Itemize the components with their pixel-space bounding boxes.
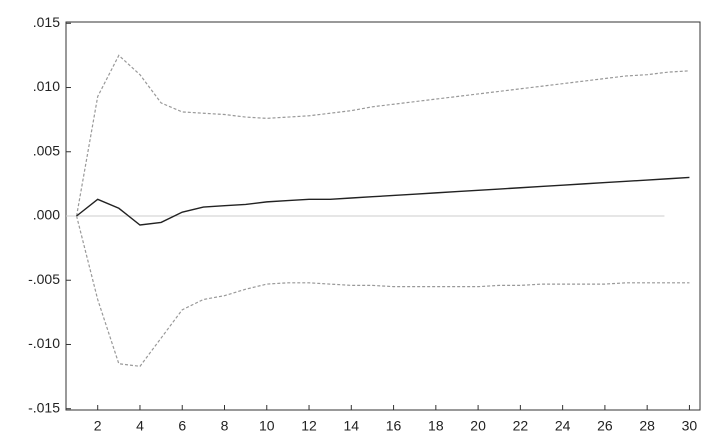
x-tick-label: 26: [597, 418, 613, 434]
y-tick-label: .010: [33, 78, 60, 94]
y-tick-label: .005: [33, 142, 60, 158]
x-tick-label: 8: [221, 418, 229, 434]
x-tick-label: 30: [682, 418, 698, 434]
x-tick-label: 14: [344, 418, 360, 434]
x-tick-label: 4: [136, 418, 144, 434]
y-tick-label: .000: [33, 207, 60, 223]
y-tick-label: .015: [33, 14, 60, 30]
x-tick-label: 10: [259, 418, 275, 434]
x-tick-label: 2: [94, 418, 102, 434]
series-line: [76, 176, 690, 226]
x-tick-label: 20: [470, 418, 486, 434]
series-line: [75, 215, 690, 367]
x-tick-label: 22: [513, 418, 529, 434]
y-tick-label: -.015: [28, 399, 60, 415]
x-tick-label: 24: [555, 418, 571, 434]
x-tick-label: 12: [301, 418, 317, 434]
series-line: [75, 54, 690, 217]
x-tick-label: 28: [639, 418, 655, 434]
y-tick-label: -.005: [28, 271, 60, 287]
x-tick-label: 16: [386, 418, 402, 434]
y-tick-label: -.010: [28, 335, 60, 351]
x-tick-label: 18: [428, 418, 444, 434]
x-tick-label: 6: [178, 418, 186, 434]
